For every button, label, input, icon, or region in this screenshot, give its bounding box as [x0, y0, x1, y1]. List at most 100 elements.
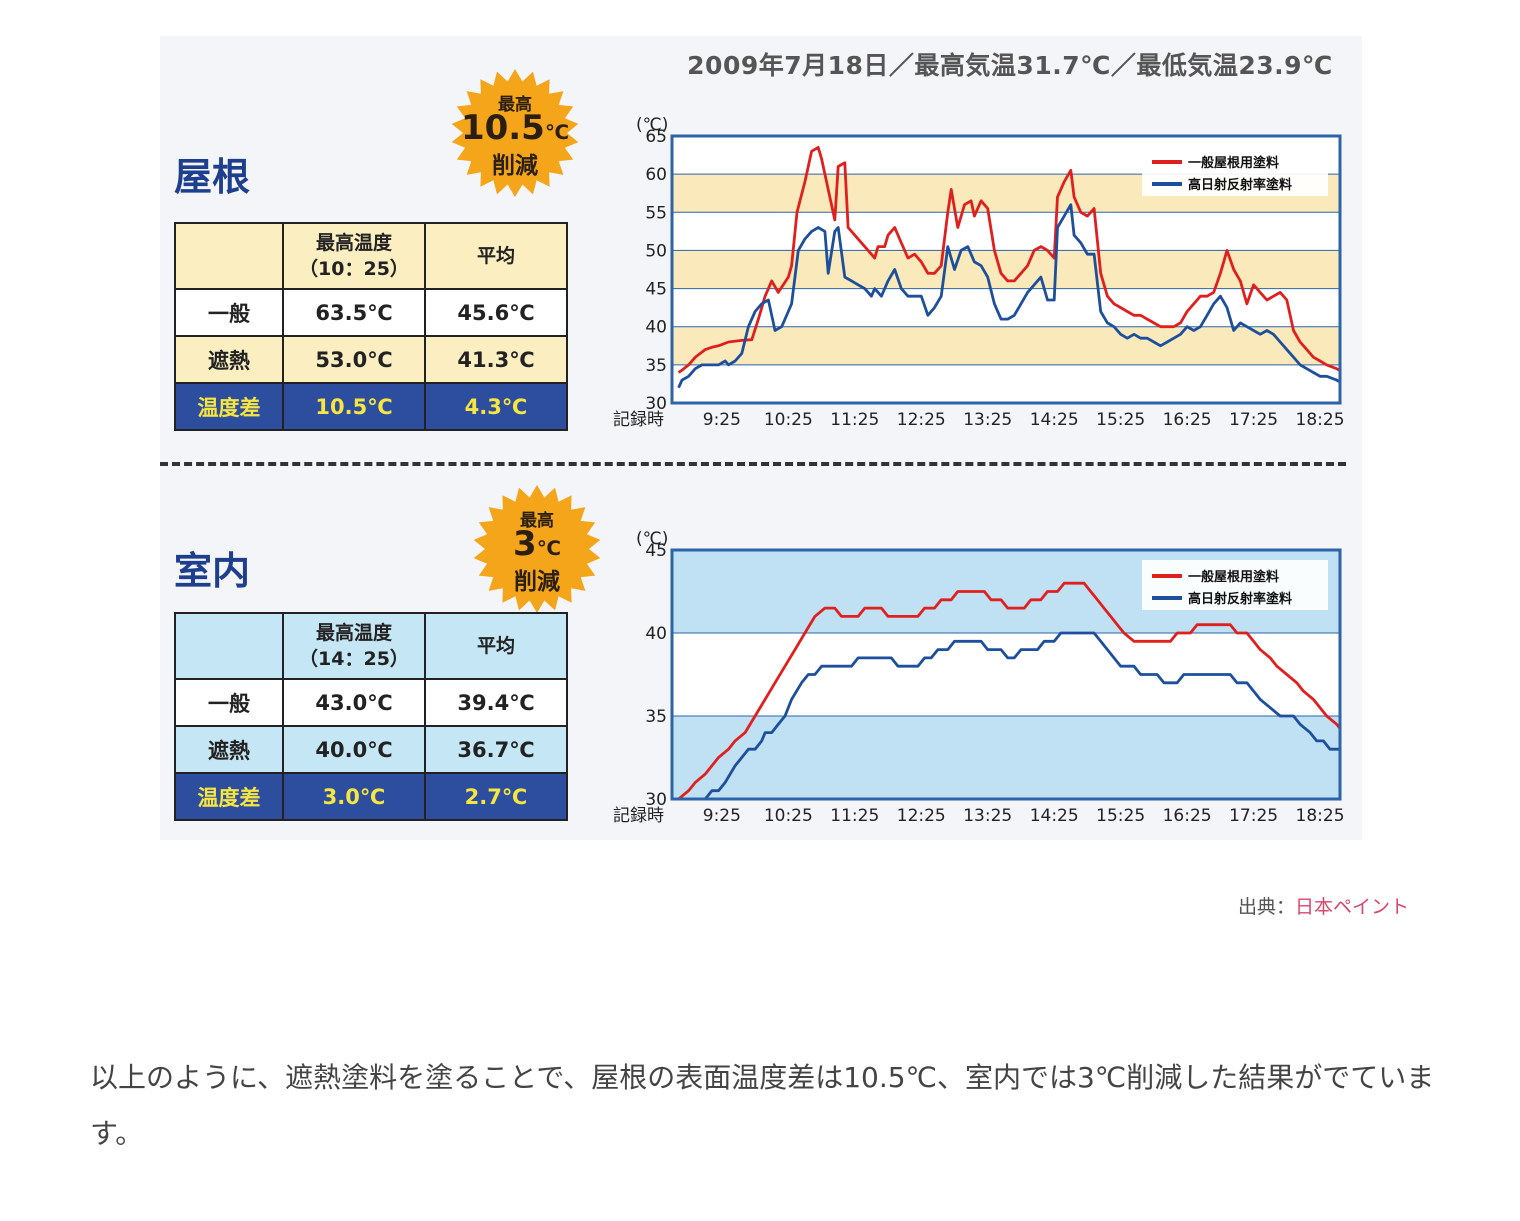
y-tick-label: 55 — [645, 203, 667, 223]
row-label: 遮熱 — [174, 335, 284, 384]
y-unit-label: (℃) — [636, 529, 668, 549]
x-tick-label: 13:25 — [963, 806, 1012, 826]
row-label: 温度差 — [174, 772, 284, 821]
max-temp-cell: 40.0℃ — [282, 725, 426, 774]
x-tick-label: 11:25 — [830, 410, 879, 430]
x-tick-label: 17:25 — [1229, 410, 1278, 430]
date-weather-caption: 2009年7月18日／最高気温31.7℃／最低気温23.9℃ — [687, 51, 1333, 80]
y-unit-label: (℃) — [636, 115, 668, 135]
x-tick-label: 12:25 — [897, 410, 946, 430]
table-row: 遮熱 40.0℃ 36.7℃ — [174, 725, 568, 774]
avg-temp-cell: 41.3℃ — [424, 335, 568, 384]
x-tick-label: 10:25 — [764, 410, 813, 430]
legend-label: 一般屋根用塗料 — [1188, 155, 1279, 171]
series-line — [677, 146, 1340, 374]
row-label: 温度差 — [174, 382, 284, 431]
row-label: 一般 — [174, 678, 284, 727]
indoor-badge-line1: 最高 — [520, 511, 554, 531]
max-temp-cell: 10.5℃ — [282, 382, 426, 431]
x-tick-label: 15:25 — [1096, 806, 1145, 826]
y-tick-label: 65 — [645, 127, 667, 147]
avg-temp-cell: 45.6℃ — [424, 288, 568, 337]
figure-panel: 2009年7月18日／最高気温31.7℃／最低気温23.9℃ 屋根 最高 10.… — [160, 36, 1362, 840]
roof-reduction-badge: 最高 10.5℃ 削減 — [450, 68, 580, 198]
indoor-summary-table: 最高温度 （14：25） 平均 一般 43.0℃ 39.4℃ 遮熱 40.0℃ 3… — [174, 612, 568, 821]
max-temp-cell: 53.0℃ — [282, 335, 426, 384]
y-tick-label: 50 — [645, 241, 667, 261]
y-tick-label: 35 — [645, 356, 667, 376]
max-temp-cell: 3.0℃ — [282, 772, 426, 821]
table-row: 遮熱 53.0℃ 41.3℃ — [174, 335, 568, 384]
x-tick-label: 13:25 — [963, 410, 1012, 430]
legend-box — [1142, 146, 1328, 196]
starburst-icon — [473, 485, 601, 613]
roof-summary-table: 最高温度 （10：25） 平均 一般 63.5℃ 45.6℃ 遮熱 53.0℃ 4… — [174, 222, 568, 431]
y-tick-label: 60 — [645, 165, 667, 185]
table-header-row: 最高温度 （10：25） 平均 — [174, 222, 568, 290]
starburst-icon — [451, 69, 579, 197]
table-row-difference: 温度差 10.5℃ 4.3℃ — [174, 382, 568, 431]
plot-frame — [670, 134, 1342, 405]
row-label: 一般 — [174, 288, 284, 337]
table-row-difference: 温度差 3.0℃ 2.7℃ — [174, 772, 568, 821]
plot-frame — [670, 548, 1342, 801]
x-tick-label: 17:25 — [1229, 806, 1278, 826]
series-line — [700, 631, 1340, 799]
y-tick-label: 40 — [645, 318, 667, 338]
x-axis-title: 記録時 — [613, 410, 664, 430]
table-header-cell: 最高温度 （10：25） — [282, 222, 426, 290]
background-band — [672, 716, 1340, 799]
avg-temp-cell: 2.7℃ — [424, 772, 568, 821]
section-divider — [160, 462, 1346, 466]
roof-section-title: 屋根 — [174, 155, 251, 199]
table-header-row: 最高温度 （14：25） 平均 — [174, 612, 568, 680]
max-temp-cell: 43.0℃ — [282, 678, 426, 727]
legend-box — [1142, 560, 1328, 610]
x-tick-label: 16:25 — [1163, 806, 1212, 826]
roof-badge-line1: 最高 — [498, 95, 532, 115]
table-header-cell: 平均 — [424, 222, 568, 290]
table-header-cell — [174, 612, 284, 680]
max-temp-cell: 63.5℃ — [282, 288, 426, 337]
x-tick-label: 14:25 — [1030, 806, 1079, 826]
y-tick-label: 45 — [645, 280, 667, 300]
avg-temp-cell: 4.3℃ — [424, 382, 568, 431]
x-tick-label: 16:25 — [1163, 410, 1212, 430]
x-tick-label: 14:25 — [1030, 410, 1079, 430]
y-tick-label: 35 — [645, 707, 667, 727]
indoor-badge-line3: 削減 — [514, 569, 560, 595]
legend-label: 高日射反射率塗料 — [1188, 591, 1292, 607]
x-axis-title: 記録時 — [613, 806, 664, 826]
indoor-temperature-chart: 30 35 40 45(℃) 記録時 9:25 10:25 11:25 12:25 13:25 14… — [613, 529, 1345, 826]
source-credit: 出典：日本ペイント — [1238, 892, 1409, 919]
x-tick-label: 12:25 — [897, 806, 946, 826]
credit-source-link[interactable]: 日本ペイント — [1295, 896, 1410, 918]
indoor-section-title: 室内 — [174, 549, 251, 593]
x-tick-label: 18:25 — [1296, 410, 1345, 430]
x-tick-label: 9:25 — [703, 806, 741, 826]
conclusion-paragraph: 以上のように、遮熱塗料を塗ることで、屋根の表面温度差は10.5℃、室内では3℃削… — [90, 1061, 1435, 1150]
series-line — [677, 581, 1340, 799]
y-tick-label: 40 — [645, 624, 667, 644]
roof-badge-line3: 削減 — [492, 153, 538, 179]
legend-label: 高日射反射率塗料 — [1188, 177, 1292, 193]
background-band — [672, 326, 1340, 365]
x-tick-label: 9:25 — [703, 410, 741, 430]
avg-temp-cell: 39.4℃ — [424, 678, 568, 727]
table-row: 一般 63.5℃ 45.6℃ — [174, 288, 568, 337]
series-line — [677, 203, 1340, 389]
y-tick-label: 45 — [645, 541, 667, 561]
legend-label: 一般屋根用塗料 — [1188, 569, 1279, 585]
avg-temp-cell: 36.7℃ — [424, 725, 568, 774]
indoor-badge-value: 3℃ — [513, 524, 561, 564]
table-header-cell — [174, 222, 284, 290]
y-tick-label: 30 — [645, 394, 667, 414]
table-header-cell: 平均 — [424, 612, 568, 680]
x-tick-label: 18:25 — [1296, 806, 1345, 826]
row-label: 遮熱 — [174, 725, 284, 774]
x-tick-label: 11:25 — [830, 806, 879, 826]
roof-temperature-chart: 30 35 40 45 50 55 60 65(℃) 記録時 9:25 10:25 11:25 12:2… — [613, 115, 1345, 430]
credit-prefix: 出典： — [1238, 896, 1296, 918]
y-tick-label: 30 — [645, 790, 667, 810]
indoor-reduction-badge: 最高 3℃ 削減 — [472, 484, 602, 614]
